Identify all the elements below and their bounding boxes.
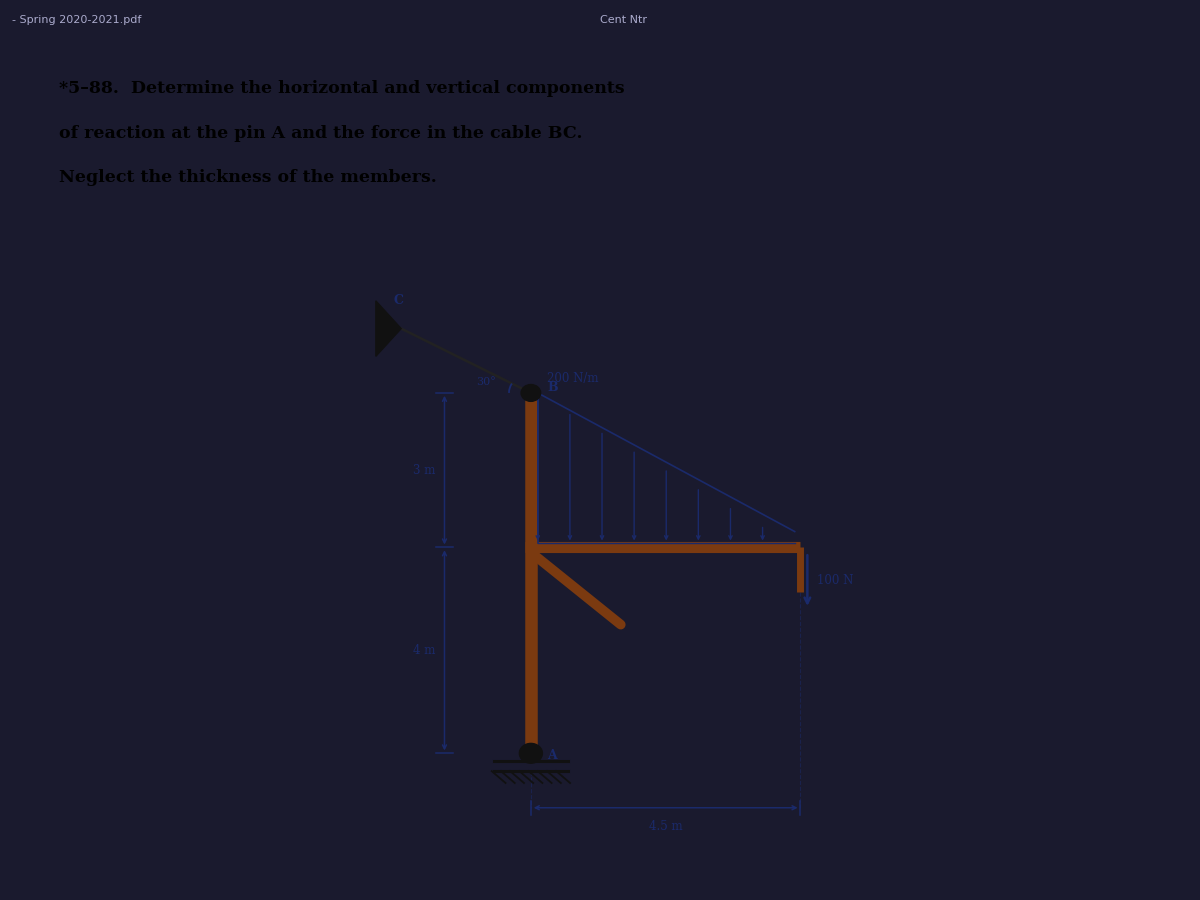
Text: A: A xyxy=(547,749,557,761)
Text: 30°: 30° xyxy=(476,377,497,387)
Circle shape xyxy=(520,743,542,763)
Circle shape xyxy=(521,384,541,401)
Text: 200 N/m: 200 N/m xyxy=(547,372,599,385)
Text: Neglect the thickness of the members.: Neglect the thickness of the members. xyxy=(59,169,437,186)
Text: 100 N: 100 N xyxy=(816,574,853,587)
Text: *5–88.  Determine the horizontal and vertical components: *5–88. Determine the horizontal and vert… xyxy=(59,80,624,97)
Text: of reaction at the pin A and the force in the cable BC.: of reaction at the pin A and the force i… xyxy=(59,124,582,141)
Polygon shape xyxy=(376,301,401,356)
Text: C: C xyxy=(394,293,404,307)
Text: B: B xyxy=(547,382,558,394)
Text: - Spring 2020-2021.pdf: - Spring 2020-2021.pdf xyxy=(12,15,142,25)
Text: 4.5 m: 4.5 m xyxy=(649,820,683,832)
Text: 3 m: 3 m xyxy=(413,464,436,477)
Text: Cent Ntr: Cent Ntr xyxy=(600,15,647,25)
Text: 4 m: 4 m xyxy=(413,644,436,657)
